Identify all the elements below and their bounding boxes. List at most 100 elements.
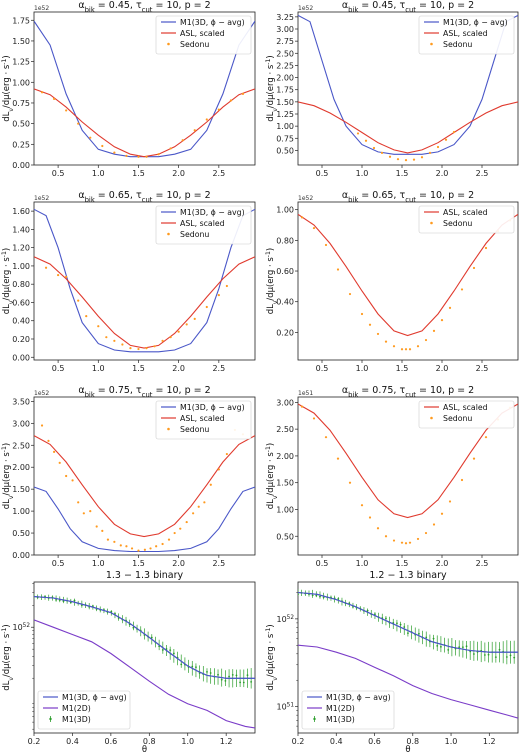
sedonu-point	[440, 512, 444, 515]
plot-area	[34, 20, 255, 158]
legend-label: ASL, scaled	[180, 29, 225, 38]
m1-3d-point	[235, 674, 238, 677]
plot-area	[298, 213, 518, 351]
sedonu-point	[161, 339, 164, 342]
x-tick-label: 2.5	[476, 364, 489, 373]
chart-panel-4: αbik = 0.65, τcut = 10, p = 2 1e52 0.5 1.0 1…	[265, 190, 519, 373]
series-line-m1_2d	[298, 644, 518, 719]
sedonu-point	[484, 436, 488, 439]
legend-box	[418, 205, 515, 234]
legend-swatch-point	[430, 416, 433, 420]
x-tick-label: 1.2	[483, 737, 496, 746]
sedonu-point	[324, 436, 328, 439]
sedonu-point	[412, 158, 416, 161]
sedonu-point	[416, 345, 420, 348]
sedonu-point	[336, 457, 340, 460]
sedonu-point	[300, 216, 304, 219]
x-tick-label: 0.5	[52, 364, 65, 373]
sedonu-point	[432, 329, 436, 332]
x-tick-label: 2.5	[476, 169, 489, 178]
m1-3d-point	[311, 594, 314, 597]
legend-box	[418, 15, 515, 55]
legend-swatch-point	[430, 42, 433, 46]
sedonu-point	[408, 541, 412, 544]
y-tick-label: 1.00	[12, 262, 30, 271]
legend-label: Sedonu	[180, 425, 209, 434]
x-tick-label: 0.6	[368, 737, 381, 746]
sedonu-point	[193, 129, 196, 132]
x-tick-label: 1.5	[396, 559, 409, 568]
m1-3d-point	[315, 594, 318, 597]
sedonu-point	[312, 417, 316, 420]
chart-panel-5: αbik = 0.75, τcut = 10, p = 2 1e52 0.5 1.0 1…	[1, 385, 256, 568]
sedonu-point	[129, 347, 132, 350]
sedonu-point	[217, 108, 220, 111]
x-tick-label: 0.4	[66, 737, 79, 746]
sedonu-point	[125, 545, 128, 548]
y-tick-label: 1.25	[12, 58, 30, 67]
series-line-asl	[34, 256, 255, 349]
legend-label: Sedonu	[443, 414, 472, 423]
x-tick-label: 2.5	[476, 559, 489, 568]
sedonu-point	[424, 531, 428, 535]
sedonu-point	[137, 155, 140, 158]
m1-3d-point	[246, 674, 249, 677]
series-line-m1-3d-avg-top	[34, 596, 255, 679]
sedonu-point	[113, 339, 116, 342]
legend-label: Sedonu	[180, 40, 209, 49]
series-line-asl	[298, 101, 518, 154]
sedonu-point	[153, 345, 156, 348]
y-tick-label: 1052	[12, 623, 30, 632]
x-tick-label: 0.5	[316, 559, 329, 568]
y-tick-label: 3.00	[276, 398, 294, 407]
sedonu-point	[384, 535, 388, 538]
y-tick-label: 2.25	[276, 61, 294, 70]
plot-area	[34, 424, 255, 553]
legend-label: ASL, scaled	[180, 414, 225, 423]
sedonu-point	[57, 273, 60, 277]
sedonu-point	[193, 317, 196, 321]
sedonu-point	[380, 151, 384, 154]
y-axis-label: dLν/dμ(erg · s-1)	[265, 55, 279, 121]
y-tick-label: 1.20	[12, 244, 30, 253]
m1-3d-point	[150, 636, 153, 639]
sedonu-point	[181, 139, 184, 142]
legend-label: M1(3D)	[62, 715, 91, 724]
sedonu-point	[205, 118, 208, 121]
y-tick-label: 1.75	[12, 16, 30, 25]
m1-3d-point	[472, 653, 475, 655]
y-tick-label: 0.20	[12, 335, 30, 344]
sedonu-point	[113, 540, 116, 543]
legend-label: Sedonu	[180, 230, 209, 239]
m1-3d-point	[250, 681, 253, 683]
m1-3d-point	[407, 632, 409, 635]
sedonu-point	[155, 545, 158, 548]
legend-label: M1(3D, ϕ − avg)	[180, 18, 245, 27]
plot-frame	[297, 11, 519, 166]
x-tick-label: 1.5	[132, 169, 145, 178]
m1-3d-point	[436, 644, 439, 647]
m1-3d-point	[494, 656, 497, 659]
y-tick-label: 0.50	[12, 120, 30, 129]
y-tick-label: 3.00	[276, 25, 294, 34]
x-tick-label: 0.8	[406, 737, 419, 746]
sedonu-point	[484, 246, 488, 250]
x-axis-label: θ	[405, 745, 410, 753]
m1-3d-point	[385, 617, 387, 620]
y-tick-label: 2.50	[276, 425, 294, 434]
sedonu-point	[125, 154, 128, 158]
sedonu-point	[77, 122, 80, 125]
y-tick-label: 2.00	[12, 463, 30, 472]
y-tick-label: 3.50	[12, 397, 30, 406]
m1-3d-point	[418, 632, 420, 635]
plot-frame	[297, 396, 519, 556]
plot-frame	[33, 396, 256, 556]
m1-3d-point	[322, 596, 325, 599]
sedonu-point	[65, 109, 68, 112]
legend: M1(3D, ϕ − avg) M1(2D) M1(3D)	[37, 690, 131, 730]
sedonu-point	[376, 527, 380, 530]
sedonu-point	[77, 299, 80, 302]
chart-title: αbik = 0.65, τcut = 10, p = 2	[78, 190, 210, 204]
x-tick-label: 0.5	[316, 169, 329, 178]
sedonu-point	[89, 510, 92, 513]
